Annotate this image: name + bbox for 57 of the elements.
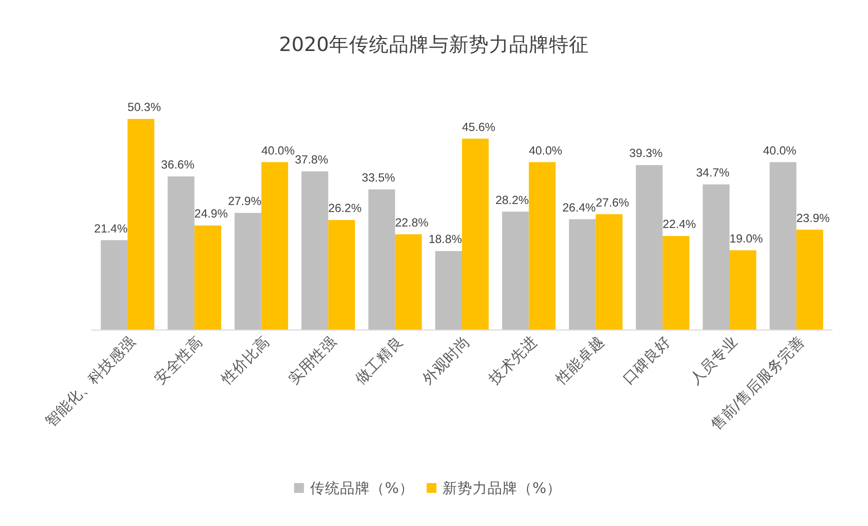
data-label: 27.9% [228, 195, 262, 208]
bar [462, 138, 489, 330]
data-label: 22.4% [662, 218, 697, 232]
bar [568, 219, 596, 330]
legend-label: 新势力品牌（%） [442, 480, 562, 497]
bar [368, 189, 396, 330]
data-label: 26.2% [328, 202, 362, 216]
bar [502, 212, 529, 330]
x-tick-label: 性能卓越 [552, 333, 608, 389]
data-label: 45.6% [462, 120, 496, 134]
bar [234, 212, 262, 330]
x-tick-label: 智能化、科技感强 [42, 333, 140, 430]
bar [194, 225, 222, 330]
data-label: 21.4% [94, 222, 128, 236]
bar [770, 162, 796, 330]
data-label: 36.6% [161, 158, 195, 172]
data-label: 18.8% [428, 233, 462, 246]
data-label: 40.0% [763, 144, 797, 158]
bar [261, 162, 288, 330]
x-tick-label: 口碑良好 [620, 333, 674, 388]
bar [702, 184, 730, 330]
data-label: 28.2% [495, 194, 530, 207]
data-label: 39.3% [629, 147, 664, 160]
chart-title: 2020年传统品牌与新势力品牌特征 [279, 33, 589, 56]
data-label: 33.5% [362, 172, 396, 185]
data-label: 40.0% [261, 144, 296, 158]
data-label: 37.8% [294, 154, 329, 167]
bar [796, 230, 824, 330]
x-tick-label: 安全性高 [152, 333, 206, 388]
data-label: 40.0% [528, 144, 563, 158]
bar [168, 176, 194, 330]
bar [636, 165, 663, 330]
legend-label: 传统品牌（%） [310, 480, 414, 497]
data-label: 22.8% [395, 216, 429, 230]
bar [328, 220, 355, 330]
x-tick-label: 实用性强 [285, 333, 340, 388]
bar [301, 171, 328, 330]
bar [662, 236, 690, 330]
x-tick-label: 人员专业 [686, 333, 742, 388]
data-label: 27.6% [596, 196, 630, 210]
bar [395, 234, 422, 330]
data-label: 23.9% [796, 212, 830, 225]
bar [730, 250, 756, 330]
x-tick-label: 做工精良 [352, 333, 407, 388]
data-label: 34.7% [696, 166, 730, 180]
x-tick-label: 技术先进 [485, 333, 540, 389]
data-label: 24.9% [194, 208, 228, 221]
x-tick-label: 性价比高 [218, 333, 273, 389]
bar [128, 118, 154, 330]
bar [596, 214, 622, 330]
bar [528, 162, 556, 330]
data-label: 19.0% [730, 232, 764, 246]
x-tick-label: 外观时尚 [419, 333, 474, 388]
bar [435, 251, 462, 330]
bar [100, 240, 128, 330]
data-label: 50.3% [128, 101, 162, 114]
data-label: 26.4% [562, 201, 596, 214]
